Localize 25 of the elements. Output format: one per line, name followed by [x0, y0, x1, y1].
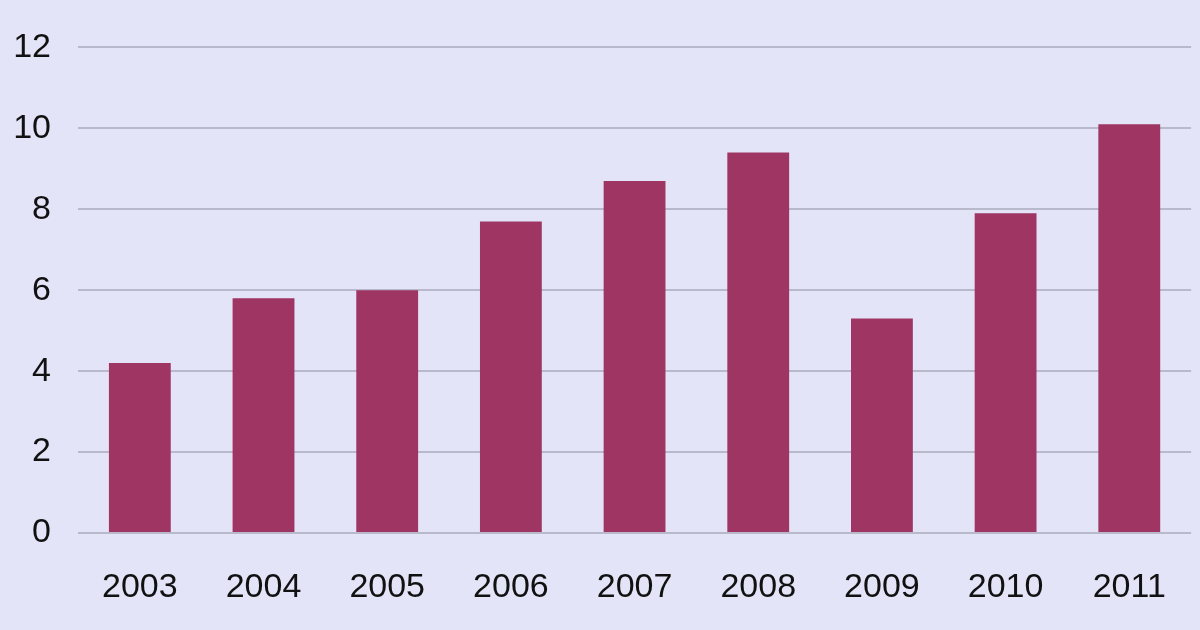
x-tick-label: 2010 [967, 565, 1044, 604]
y-tick-label: 6 [32, 268, 51, 307]
x-tick-label: 2003 [102, 565, 178, 604]
bar [851, 318, 913, 532]
y-tick-label: 4 [32, 349, 51, 388]
bar [974, 213, 1037, 532]
x-tick-label: 2006 [473, 565, 549, 604]
x-tick-label: 2007 [596, 565, 673, 604]
y-tick-label: 2 [32, 430, 51, 469]
bar [232, 298, 295, 532]
x-tick-label: 2011 [1092, 565, 1166, 604]
x-tick-label: 2004 [225, 565, 302, 604]
bar [603, 180, 666, 532]
y-tick-label: 8 [32, 187, 51, 226]
y-tick-label: 12 [13, 25, 51, 64]
y-tick-label: 10 [13, 106, 51, 145]
x-tick-label: 2005 [349, 565, 426, 604]
bar [108, 363, 171, 532]
bar [727, 152, 790, 532]
bar [356, 290, 419, 532]
x-tick-label: 2008 [720, 565, 797, 604]
bar [479, 221, 542, 532]
y-tick-label: 0 [32, 511, 51, 550]
bar [1098, 124, 1161, 532]
x-tick-label: 2009 [844, 565, 920, 604]
